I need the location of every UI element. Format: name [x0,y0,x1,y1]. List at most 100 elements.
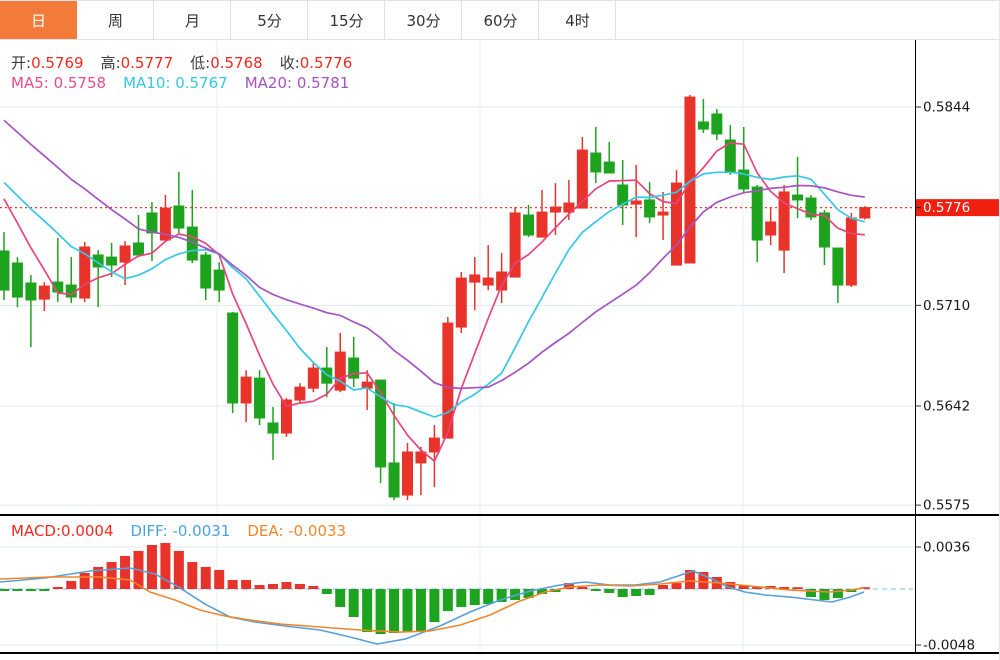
macd-bar [429,589,440,623]
tab-m30[interactable]: 30分 [385,1,462,39]
candle-body [375,379,387,468]
macd-bar [496,589,507,602]
tab-week[interactable]: 周 [77,1,154,39]
macd-axis-label: 0.0036 [923,539,970,555]
price-axis-label: 0.5844 [923,100,970,116]
ma-readout-ma5: MA5: 0.5758 [11,74,106,92]
ohlc-readout-open: 开:0.5769 [11,52,84,73]
macd-bar [39,589,50,591]
candle-body [496,271,508,291]
candle-body [455,277,467,328]
macd-bar [402,589,413,633]
candle-body [402,451,413,496]
macd-bar [698,571,709,589]
macd-bar [806,589,816,598]
indicator-value: 0.5768 [210,54,263,72]
indicator-label: 低: [190,54,211,72]
macd-bar [12,589,23,591]
candle-body [630,200,642,205]
candle-body [200,254,212,289]
candle-body [280,399,292,434]
macd-bar [725,581,736,589]
indicator-label: MA20: [244,74,297,92]
indicator-value: -0.0033 [288,522,347,540]
candle-body [805,197,817,218]
candle-body [859,207,871,219]
candle-body [267,422,279,434]
candle-body [509,212,521,278]
candle-body [536,211,548,238]
macd-bar [66,580,77,589]
candle-body [765,221,777,236]
diff-line [0,567,865,645]
ohlc-readout: 开:0.5769 高:0.5777 低:0.5768 收:0.5776 [11,52,369,73]
ma5-line [3,142,865,463]
macd-bar [738,585,749,589]
timeframe-tabbar: 日周月 5分 15分 30分 60分 4时 [0,0,999,40]
macd-bar [604,589,615,593]
candle-body [549,206,561,213]
macd-readout-diff: DIFF: -0.0031 [131,522,231,540]
candle-body [711,113,723,135]
tab-h4[interactable]: 4时 [539,1,616,39]
candle-body [482,277,494,286]
macd-bar [658,585,669,589]
tab-m60[interactable]: 60分 [462,1,539,39]
chart-area[interactable]: 0.5844 0.5710 0.5642 0.5575 0.0036 -0.0048 0.5… [0,40,1000,660]
macd-bar [160,543,171,589]
candle-body [79,246,91,299]
candle-body [751,186,763,241]
macd-bar [375,589,386,635]
candle-body [334,351,346,391]
candle-body [428,437,440,453]
macd-bar [52,587,63,589]
ohlc-readout-high: 高:0.5777 [101,52,174,73]
indicator-value: 0.5769 [31,54,84,72]
macd-bar [200,566,211,589]
candle-body [415,451,427,464]
macd-bar [442,589,453,612]
candle-body [603,161,615,174]
price-panel[interactable] [0,40,915,514]
macd-bar [25,589,36,591]
macd-bar [0,589,9,591]
indicator-value: 0.5767 [175,74,228,92]
candle-body [523,214,535,236]
candle-body [38,285,50,300]
candle-body [146,212,158,234]
candle-body [348,357,360,379]
indicator-label: MA5: [11,74,54,92]
tab-month[interactable]: 月 [154,1,231,39]
macd-bar [617,589,628,598]
tab-m5[interactable]: 5分 [231,1,308,39]
candle-body [240,376,252,404]
candle-body [106,256,118,266]
last-price-tag-value: 0.5776 [923,200,970,216]
candle-body [563,202,575,213]
macd-bar [321,589,332,595]
macd-bar [671,583,682,589]
ma10-line [3,171,866,418]
macd-bar [563,583,574,589]
candle-body [818,212,830,248]
candle-body [159,207,171,241]
indicator-value: 0.5781 [296,74,350,92]
macd-bar [362,589,373,633]
indicator-label: 开: [11,54,32,72]
macd-bar [537,589,547,595]
indicator-value: 0.0004 [61,522,114,540]
tab-day[interactable]: 日 [0,1,77,39]
macd-bar [187,562,198,589]
candle-body [684,96,696,264]
candle-body [25,282,37,301]
candle-body [307,367,319,389]
macd-bar [389,589,400,633]
tab-m15[interactable]: 15分 [308,1,385,39]
candlestick-macd-chart[interactable]: 0.5844 0.5710 0.5642 0.5575 0.0036 -0.0048 0.5… [0,40,1000,660]
candle-body [388,462,400,498]
macd-bar [577,587,588,589]
macd-bar [106,562,117,589]
macd-bar [79,573,90,589]
macd-panel[interactable] [0,516,915,653]
candle-body [442,322,454,439]
